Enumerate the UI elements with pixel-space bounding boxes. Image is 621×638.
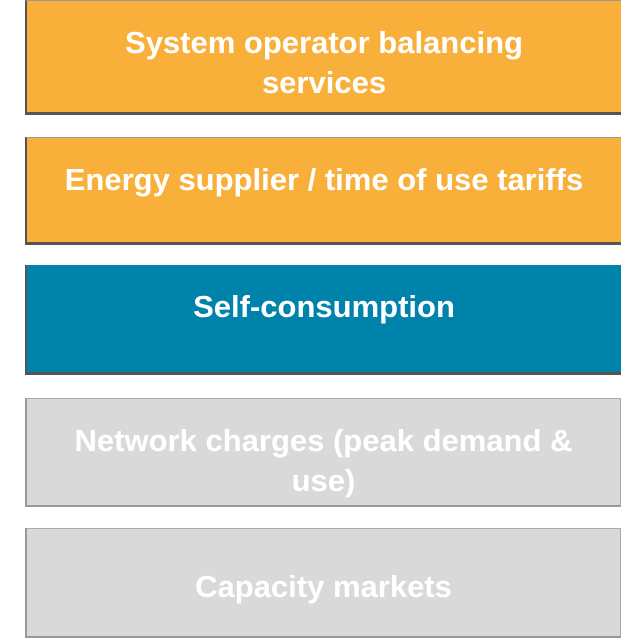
box-label: Network charges (peak demand & use) [74, 423, 573, 498]
box-label: Capacity markets [195, 569, 452, 604]
box: Network charges (peak demand & use) [25, 398, 621, 507]
box: System operator balancing services [25, 0, 621, 115]
box: Energy supplier / time of use tariffs [25, 137, 621, 245]
box-label: Self-consumption [193, 289, 455, 324]
box-label: System operator balancing services [125, 25, 523, 100]
box: Self-consumption [25, 265, 621, 375]
box: Capacity markets [25, 528, 621, 638]
box-label: Energy supplier / time of use tariffs [64, 162, 584, 197]
